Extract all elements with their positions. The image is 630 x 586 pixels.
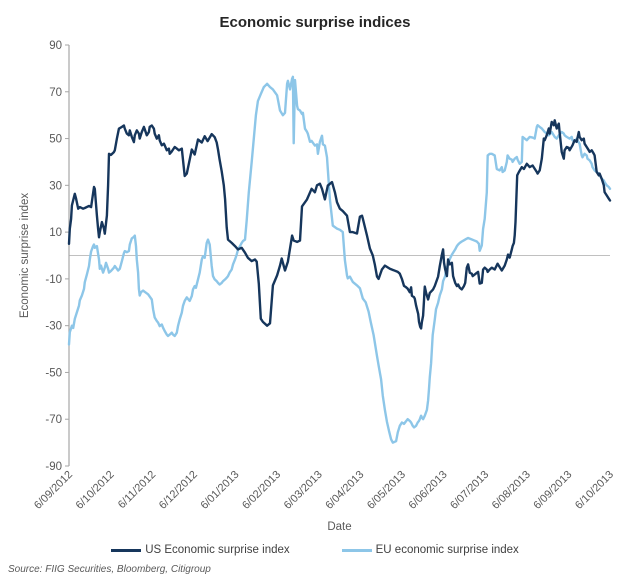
y-tick-label: -50 <box>45 367 62 379</box>
y-tick-label: -30 <box>45 321 62 333</box>
x-axis-title: Date <box>327 521 351 533</box>
y-tick-label: 90 <box>49 40 62 52</box>
x-tick-label: 6/09/2013 <box>531 469 574 512</box>
x-tick-label: 6/05/2013 <box>365 469 408 512</box>
y-tick-label: 50 <box>49 134 62 146</box>
x-tick-label: 6/03/2013 <box>282 469 325 512</box>
x-tick-label: 6/10/2012 <box>74 469 117 512</box>
legend-label-eu: EU economic surprise index <box>375 544 519 556</box>
x-tick-label: 6/02/2013 <box>240 469 283 512</box>
legend-item-eu: EU economic surprise index <box>341 544 519 556</box>
legend-label-us: US Economic surprise index <box>145 544 290 556</box>
source-note: Source: FIIG Securities, Bloomberg, Citi… <box>8 564 211 575</box>
y-axis-title: Economic surprise index <box>19 193 31 319</box>
us-series-line <box>67 119 612 330</box>
x-tick-label: 6/01/2013 <box>198 469 241 512</box>
x-tick-label: 6/08/2013 <box>490 469 533 512</box>
y-tick-label: 30 <box>49 180 62 192</box>
x-tick-label: 6/10/2013 <box>573 469 616 512</box>
us-line-swatch <box>111 548 142 552</box>
x-tick-label: 6/11/2012 <box>116 469 159 512</box>
y-tick-label: -10 <box>45 274 62 286</box>
x-tick-label: 6/12/2012 <box>157 469 200 512</box>
y-tick-label: -70 <box>45 414 62 426</box>
y-tick-label: -90 <box>45 461 62 473</box>
chart-title: Economic surprise indices <box>219 14 411 31</box>
x-tick-label: 6/09/2012 <box>32 469 75 512</box>
eu-series-line <box>67 75 612 444</box>
y-tick-label: 10 <box>49 227 62 239</box>
x-tick-label: 6/06/2013 <box>407 469 450 512</box>
x-tick-label: 6/04/2013 <box>323 469 366 512</box>
legend-item-us: US Economic surprise index <box>111 544 290 556</box>
y-tick-label: 70 <box>49 87 62 99</box>
eu-line-swatch <box>341 548 372 552</box>
chart-legend: US Economic surprise index EU economic s… <box>0 544 630 556</box>
x-tick-label: 6/07/2013 <box>448 469 491 512</box>
